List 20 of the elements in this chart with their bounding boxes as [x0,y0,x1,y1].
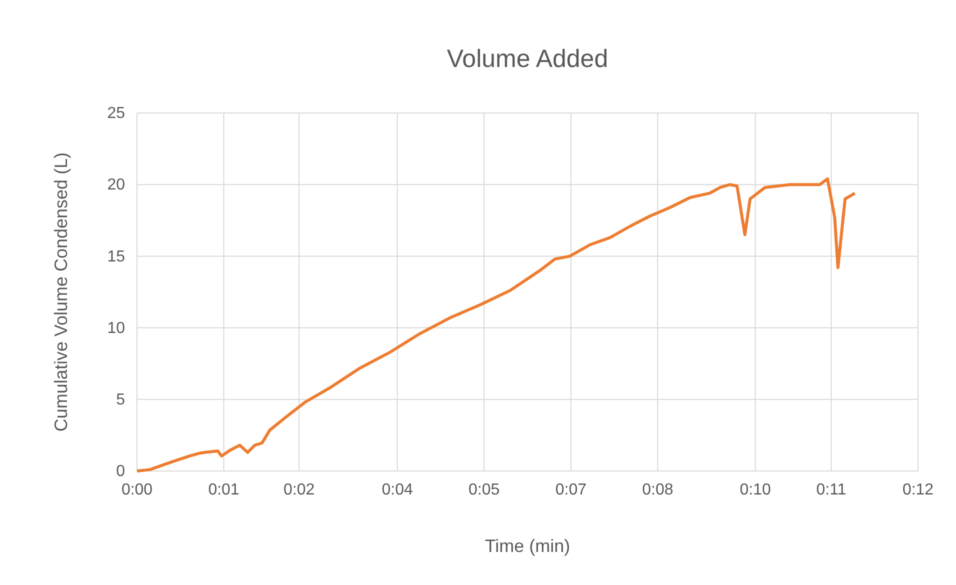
x-tick-label: 0:11 [816,481,846,498]
x-axis-title: Time (min) [484,536,570,556]
x-tick-label: 0:07 [555,481,587,498]
y-tick-label: 5 [116,392,126,409]
x-tick-label: 0:00 [121,481,153,498]
y-tick-label: 10 [107,320,126,337]
line-series [136,177,856,472]
x-tick-label: 0:04 [382,481,414,498]
x-tick-label: 0:08 [642,481,674,498]
x-tick-label: 0:10 [740,481,771,498]
y-tick-label: 0 [116,463,126,480]
x-tick-label: 0:05 [468,481,500,498]
y-axis-title: Cumulative Volume Condensed (L) [51,152,71,432]
y-tick-label: 15 [107,248,126,266]
y-tick-label: 25 [107,105,126,122]
chart-title: Volume Added [446,45,608,73]
x-tick-label: 0:02 [283,481,315,498]
y-tick-label: 20 [107,176,126,194]
x-tick-label: 0:01 [208,481,240,498]
x-tick-label: 0:12 [902,481,934,498]
